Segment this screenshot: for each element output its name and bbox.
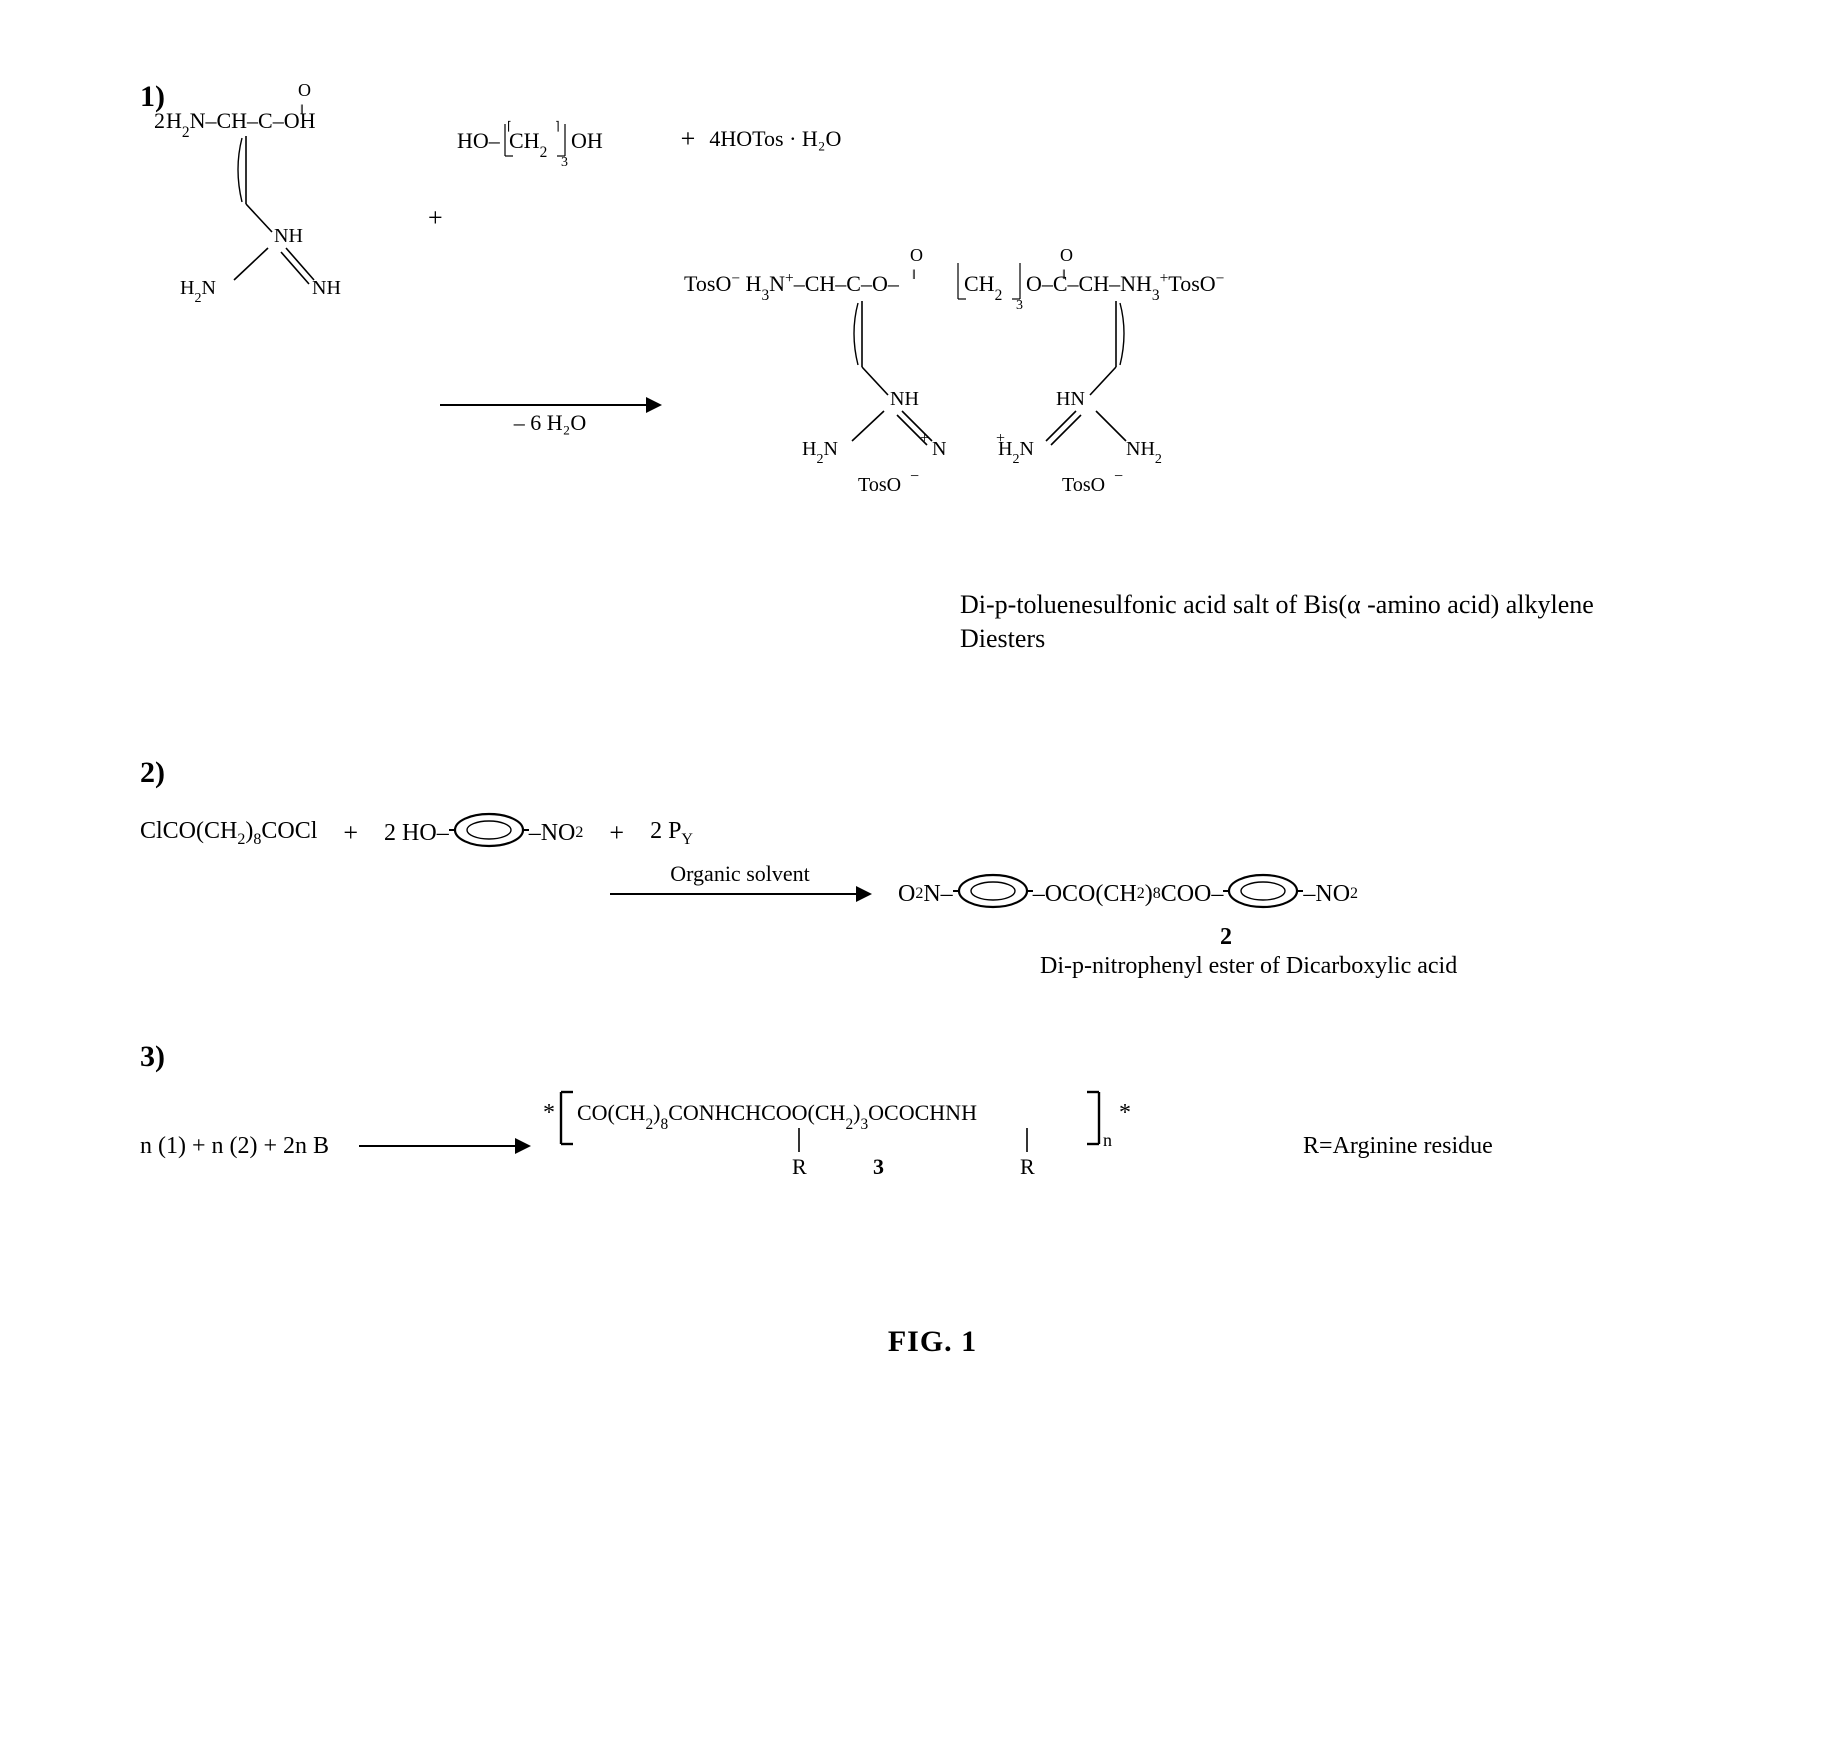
scheme-3-number: 3) [140, 1040, 165, 1074]
svg-text:*: * [543, 1100, 555, 1126]
reactant-diacid-chloride: ClCO(CH2)8COCl [140, 818, 317, 849]
arrow-1-below: – 6 H₂O [440, 410, 660, 436]
svg-text:O–C–CH–NH3+TosO−: O–C–CH–NH3+TosO− [1026, 270, 1224, 304]
svg-text:TosO: TosO [858, 474, 901, 496]
reactant-tosoh: 4HOTos · H₂O [709, 126, 841, 152]
svg-text:HN: HN [1056, 388, 1085, 410]
svg-text:O: O [298, 80, 311, 100]
svg-text:H2N: H2N [802, 438, 838, 467]
r-definition: R=Arginine residue [1303, 1133, 1493, 1160]
svg-text:NH2: NH2 [1126, 438, 1162, 467]
svg-text:R: R [792, 1154, 807, 1179]
reactant-arginine: 2 H2N–CH–C–OH O ‖ NH H2N NH [154, 84, 414, 351]
product-dinitrophenyl-ester: O2N– –OCO(CH2)8COO– –NO2 [898, 869, 1358, 920]
svg-text:‖: ‖ [1062, 268, 1066, 283]
plus-2a: + [343, 818, 358, 848]
svg-text:HO–: HO– [457, 128, 501, 153]
svg-text:TosO: TosO [1062, 474, 1105, 496]
reactant-diol: HO– ⌈ CH2 ⌉ 3 OH [457, 120, 667, 187]
caption-2: Di-p-nitrophenyl ester of Dicarboxylic a… [1040, 953, 1725, 980]
svg-text:‖: ‖ [912, 268, 916, 283]
benzene-icon [953, 869, 1033, 920]
product-2-number: 2 [1220, 924, 1725, 951]
arrow-2-above: Organic solvent [610, 861, 870, 887]
scheme-2-number: 2) [140, 756, 165, 790]
svg-text:CH2: CH2 [509, 128, 547, 161]
svg-text:H2N: H2N [180, 277, 216, 306]
svg-text:O: O [910, 245, 923, 265]
reactants-3: n (1) + n (2) + 2n B [140, 1133, 329, 1160]
svg-text:‖: ‖ [300, 103, 304, 118]
svg-text:CO(CH2)8CONHCHCOO(CH2)3OCOCHNH: CO(CH2)8CONHCHCOO(CH2)3OCOCHNH [577, 1100, 977, 1133]
scheme-2: 2) ClCO(CH2)8COCl + 2 HO– –NO2 + 2 PY Or… [140, 756, 1725, 980]
scheme-3: 3) n (1) + n (2) + 2n B * CO(CH2)8CONHCH… [140, 1040, 1725, 1205]
svg-text:+: + [920, 430, 929, 447]
scheme-1: 1) 2 H2N–CH–C–OH O ‖ NH H2N [140, 80, 1725, 656]
svg-text:TosO− H3N+–CH–C–O–: TosO− H3N+–CH–C–O– [684, 270, 900, 304]
arrow-1: – 6 H₂O [440, 404, 660, 406]
arrow-2: Organic solvent [610, 893, 870, 895]
svg-text:3: 3 [1016, 298, 1023, 313]
svg-text:NH: NH [890, 388, 919, 410]
svg-text:*: * [1119, 1100, 1131, 1126]
reactant-pyridine-base: 2 PY [650, 818, 693, 849]
product-diester: TosO− H3N+–CH–C–O– O ‖ CH2 3 O–C–CH–NH3+… [684, 251, 1504, 558]
svg-text:O: O [1060, 245, 1073, 265]
svg-text:3: 3 [561, 155, 568, 170]
plus-1b: + [681, 124, 696, 154]
svg-text:H2N–CH–C–OH: H2N–CH–C–OH [166, 108, 316, 141]
benzene-icon [449, 808, 529, 859]
svg-text:−: − [1114, 468, 1123, 485]
plus-1a: + [428, 203, 443, 233]
svg-text:⌉: ⌉ [555, 119, 560, 133]
product-polymer: * CO(CH2)8CONHCHCOO(CH2)3OCOCHNH R 3 R n… [543, 1088, 1263, 1205]
svg-text:3: 3 [873, 1154, 884, 1179]
svg-text:+: + [996, 430, 1005, 447]
svg-text:N: N [932, 438, 946, 460]
arrow-3 [359, 1145, 529, 1147]
figure-label: FIG. 1 [140, 1325, 1725, 1359]
svg-text:−: − [910, 468, 919, 485]
svg-text:NH: NH [312, 277, 341, 299]
svg-text:NH: NH [274, 225, 303, 247]
svg-text:n: n [1103, 1130, 1112, 1150]
svg-text:R: R [1020, 1154, 1035, 1179]
reactant-nitrophenol: 2 HO– –NO2 [384, 808, 583, 859]
svg-text:CH2: CH2 [964, 271, 1002, 304]
caption-1: Di-p-toluenesulfonic acid salt of Bis(α … [960, 588, 1600, 656]
svg-text:OH: OH [571, 128, 603, 153]
benzene-icon [1223, 869, 1303, 920]
plus-2b: + [609, 818, 624, 848]
svg-text:2: 2 [154, 108, 165, 133]
